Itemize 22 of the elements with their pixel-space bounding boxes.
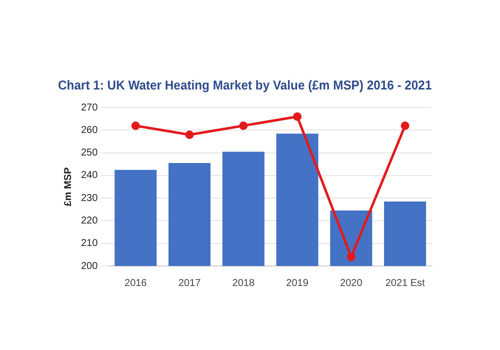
point bbox=[131, 121, 140, 130]
y-tick-label: 270 bbox=[80, 102, 98, 114]
y-tick-label: 230 bbox=[80, 192, 98, 204]
x-tick-label: 2017 bbox=[178, 278, 202, 289]
y-tick-label: 220 bbox=[80, 215, 98, 226]
point bbox=[293, 112, 302, 121]
y-tick-label: 250 bbox=[80, 148, 98, 159]
x-tick-label: 2018 bbox=[232, 278, 255, 289]
point bbox=[185, 130, 194, 140]
x-tick-label: 2020 bbox=[340, 278, 363, 289]
chart-title: Chart 1: UK Water Heating Market by Value (£m MSP) 2016 - 2021 bbox=[58, 78, 432, 92]
x-tick-label: 2021 Est bbox=[385, 278, 426, 289]
y-tick-label: 210 bbox=[80, 238, 98, 250]
point bbox=[346, 252, 356, 262]
point bbox=[239, 121, 248, 130]
y-axis-title: £m MSP bbox=[62, 167, 74, 206]
x-tick-label: 2019 bbox=[286, 278, 309, 289]
x-tick-label: 2016 bbox=[124, 278, 148, 289]
y-tick-label: 260 bbox=[80, 124, 98, 136]
y-tick-label: 240 bbox=[80, 170, 98, 182]
point bbox=[400, 121, 410, 130]
y-tick-label: 200 bbox=[80, 260, 98, 272]
